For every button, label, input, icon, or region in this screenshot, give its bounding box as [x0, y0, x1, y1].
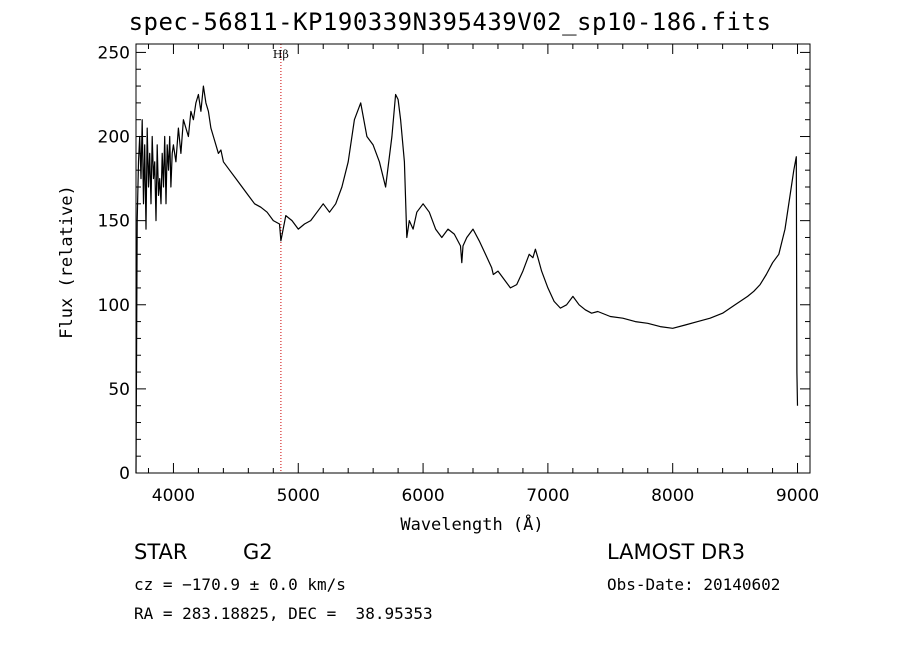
y-tick-label: 250 — [98, 43, 130, 63]
y-axis-label: Flux (relative) — [57, 185, 77, 339]
star-subclass: G2 — [243, 540, 273, 564]
coordinates: RA = 283.18825, DEC = 38.95353 — [134, 604, 433, 623]
spectrum-series — [135, 85, 799, 474]
line-marker-label: Hβ — [273, 48, 289, 61]
x-tick-label: 8000 — [651, 486, 694, 506]
ticks: 4000 5000 6000 7000 8000 9000 0 50 100 150 200 250 — [98, 43, 820, 506]
y-tick-label: 200 — [98, 128, 130, 148]
spectrum-line — [135, 85, 799, 474]
x-tick-label: 4000 — [152, 486, 195, 506]
chart-title: spec-56811-KP190339N395439V02_sp10-186.f… — [128, 8, 772, 36]
obs-date: Obs-Date: 20140602 — [607, 575, 781, 594]
x-axis-label: Wavelength (Å) — [400, 513, 543, 535]
y-tick-label: 100 — [98, 296, 130, 316]
y-tick-label: 0 — [119, 464, 130, 484]
axes — [135, 43, 811, 474]
line-markers: Hβ — [273, 44, 289, 473]
plot-frame — [135, 43, 811, 474]
y-tick-label: 150 — [98, 212, 130, 232]
x-tick-label: 7000 — [526, 486, 569, 506]
y-tick-label: 50 — [108, 380, 130, 400]
x-tick-label: 6000 — [401, 486, 444, 506]
x-tick-label: 5000 — [277, 486, 320, 506]
redshift-cz: cz = −170.9 ± 0.0 km/s — [134, 575, 346, 594]
star-class: STAR — [134, 540, 188, 564]
x-tick-label: 9000 — [776, 486, 819, 506]
survey-name: LAMOST DR3 — [607, 540, 746, 564]
